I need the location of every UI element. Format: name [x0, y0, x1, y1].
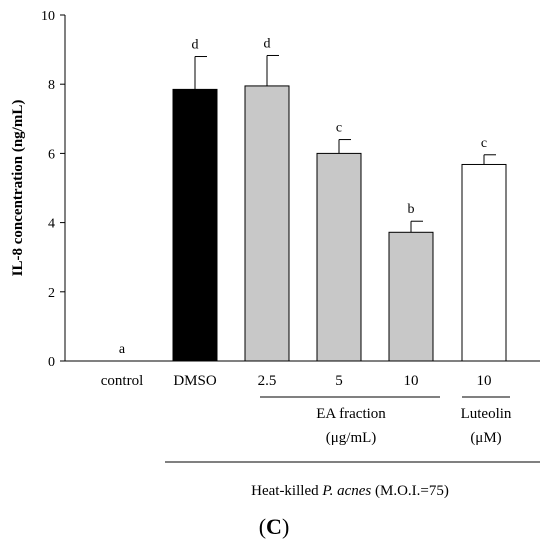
y-tick-label: 8	[48, 78, 55, 93]
category-label-3: 5	[335, 373, 343, 389]
category-label-5: 10	[477, 373, 492, 389]
category-label-4: 10	[404, 373, 419, 389]
bars-group: a d d c b c	[119, 36, 507, 362]
y-tick-label: 0	[48, 355, 55, 370]
significance-letter-5: c	[481, 136, 487, 151]
ea-fraction-unit: (μg/mL)	[326, 430, 377, 446]
category-label-1: DMSO	[173, 373, 217, 389]
significance-letter-2: d	[264, 36, 271, 51]
significance-letter-1: d	[192, 38, 199, 53]
y-axis-title: IL-8 concentration (ng/mL)	[10, 100, 26, 277]
bar-4	[388, 231, 434, 362]
ea-fraction-label: EA fraction	[316, 406, 386, 422]
heat-killed-caption: Heat-killed P. acnes (M.O.I.=75)	[251, 483, 449, 499]
x-tick-labels: control DMSO 2.5 5 10 10	[101, 373, 492, 389]
panel-label-close: )	[282, 514, 289, 539]
panel-label-letter: C	[266, 514, 282, 539]
caption-suffix: (M.O.I.=75)	[371, 483, 449, 499]
significance-letter-4: b	[408, 202, 415, 217]
y-tick-label: 6	[48, 147, 55, 162]
significance-letter-0: a	[119, 342, 126, 357]
panel-label: (C)	[259, 514, 290, 539]
caption-species: P. acnes	[321, 483, 371, 499]
y-tick-label: 4	[48, 217, 55, 232]
significance-letter-3: c	[336, 121, 342, 136]
caption-prefix: Heat-killed	[251, 483, 322, 499]
y-tick-label: 10	[41, 9, 55, 24]
bar-2	[244, 85, 290, 362]
y-axis-ticks: 0 2 4 6 8 10	[41, 9, 65, 370]
bar-5	[461, 163, 507, 362]
category-label-2: 2.5	[258, 373, 277, 389]
category-label-0: control	[101, 373, 144, 389]
y-tick-label: 2	[48, 286, 55, 301]
bar-3	[316, 152, 362, 362]
luteolin-label: Luteolin	[461, 406, 512, 422]
luteolin-unit: (μM)	[470, 430, 501, 446]
panel-label-open: (	[259, 514, 266, 539]
bar-1	[172, 88, 218, 362]
